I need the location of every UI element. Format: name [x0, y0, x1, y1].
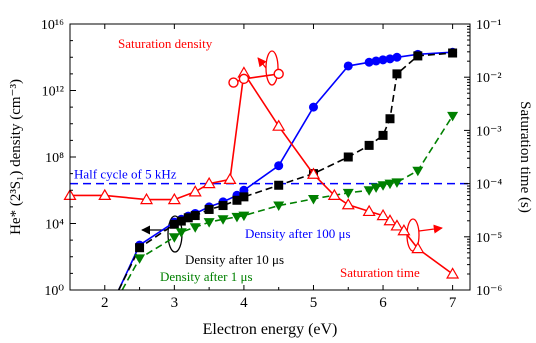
data-point	[204, 204, 214, 214]
sat-time-arrow	[418, 224, 443, 234]
chart-annotations: Saturation density Saturation time Density…	[118, 36, 443, 284]
data-point	[371, 56, 381, 66]
series-annotation: Density after 100 μs	[245, 226, 351, 241]
data-point	[202, 176, 216, 189]
y-right-axis-label: Saturation time (s)	[517, 101, 533, 213]
data-point	[364, 57, 374, 67]
data-point	[190, 211, 200, 221]
data-point	[228, 77, 239, 88]
data-point	[376, 208, 390, 221]
plot-frame	[69, 23, 471, 291]
y-right-tick-label: 10⁻²	[476, 71, 502, 86]
data-point	[343, 61, 353, 71]
series-annotation: Saturation time	[340, 265, 420, 280]
data-point	[176, 216, 186, 226]
data-point	[362, 204, 376, 217]
data-point	[139, 192, 154, 205]
y-left-tick-label: 10⁸	[45, 151, 64, 166]
data-point	[239, 192, 249, 202]
data-point	[364, 140, 374, 150]
y-left-tick-label: 10⁴	[45, 218, 64, 233]
data-point	[397, 224, 411, 236]
x-tick-label: 5	[310, 295, 318, 311]
data-point	[189, 223, 201, 233]
sat-density-arrow	[257, 57, 267, 69]
data-point	[377, 181, 389, 191]
data-point	[385, 54, 395, 64]
data-point	[378, 130, 388, 140]
y-left-tick-label: 10⁰	[44, 284, 64, 299]
data-point	[188, 185, 202, 197]
data-point	[218, 201, 228, 211]
data-point	[232, 195, 242, 205]
series-annotation: Saturation density	[118, 36, 213, 51]
x-tick-label: 3	[171, 295, 179, 311]
data-point	[231, 212, 243, 223]
data-point	[327, 188, 341, 201]
data-point	[167, 192, 181, 205]
data-point	[378, 55, 388, 65]
half-cycle-label: Half cycle of 5 kHz	[74, 167, 177, 182]
data-point	[308, 102, 318, 112]
data-point	[384, 179, 396, 190]
data-point	[98, 188, 112, 201]
y-right-tick-label: 10⁻⁵	[476, 231, 502, 246]
x-axis-ticks: 2 3 4 5 6 7	[69, 24, 457, 311]
x-axis-label: Electron energy (eV)	[203, 321, 338, 338]
data-point	[448, 48, 458, 58]
data-point	[217, 215, 229, 225]
data-point	[183, 213, 193, 223]
data-point	[272, 119, 286, 131]
series-layer: Half cycle of 5 kHz	[63, 47, 470, 291]
y-right-axis-ticks: 10⁻⁶ 10⁻⁵ 10⁻⁴ 10⁻³ 10⁻² 10⁻¹	[464, 18, 502, 299]
x-tick-label: 2	[101, 295, 109, 311]
y-right-tick-label: 10⁻³	[476, 124, 502, 139]
data-point	[413, 51, 423, 61]
x-tick-label: 7	[449, 295, 457, 311]
data-point	[169, 219, 179, 229]
data-point	[447, 111, 459, 122]
y-left-tick-label: 10¹⁶	[41, 18, 64, 33]
data-point	[412, 166, 424, 177]
data-point	[168, 233, 180, 243]
data-point	[446, 267, 460, 279]
data-point	[306, 167, 321, 179]
x-tick-label: 6	[379, 295, 387, 311]
data-point	[307, 194, 319, 205]
data-point	[391, 178, 403, 188]
x-tick-label: 4	[240, 295, 248, 311]
y-right-tick-label: 10⁻¹	[476, 18, 502, 33]
data-point	[238, 211, 250, 222]
data-point	[203, 218, 215, 228]
data-point	[390, 219, 404, 231]
data-point	[273, 201, 285, 212]
data-point	[223, 172, 237, 184]
y-left-tick-label: 10¹²	[42, 85, 64, 100]
data-point	[273, 68, 284, 80]
data-point	[175, 228, 187, 238]
data-point	[383, 214, 397, 226]
data-point	[385, 114, 395, 124]
y-right-tick-label: 10⁻⁶	[476, 284, 502, 299]
data-point	[363, 186, 375, 196]
y-right-tick-label: 10⁻⁴	[476, 178, 502, 193]
data-point	[392, 52, 402, 62]
y-left-axis-label: He* (2³S₁) density (cm⁻³)	[8, 79, 24, 235]
series-annotation: Density after 10 μs	[185, 252, 284, 267]
sat-density-ellipse	[265, 50, 279, 86]
data-point	[274, 161, 284, 171]
data-point	[370, 183, 382, 193]
data-point	[411, 241, 425, 254]
data-point	[343, 152, 353, 162]
data-point	[342, 188, 354, 199]
data-point	[392, 69, 402, 79]
data-point	[238, 73, 250, 85]
series-annotation: Density after 1 μs	[160, 269, 253, 284]
data-point	[134, 254, 146, 264]
data-point	[274, 180, 284, 190]
data-point	[341, 198, 355, 210]
data-point	[135, 243, 145, 253]
y-left-axis-ticks: 10⁰ 10⁴ 10⁸ 10¹² 10¹⁶	[41, 18, 76, 299]
